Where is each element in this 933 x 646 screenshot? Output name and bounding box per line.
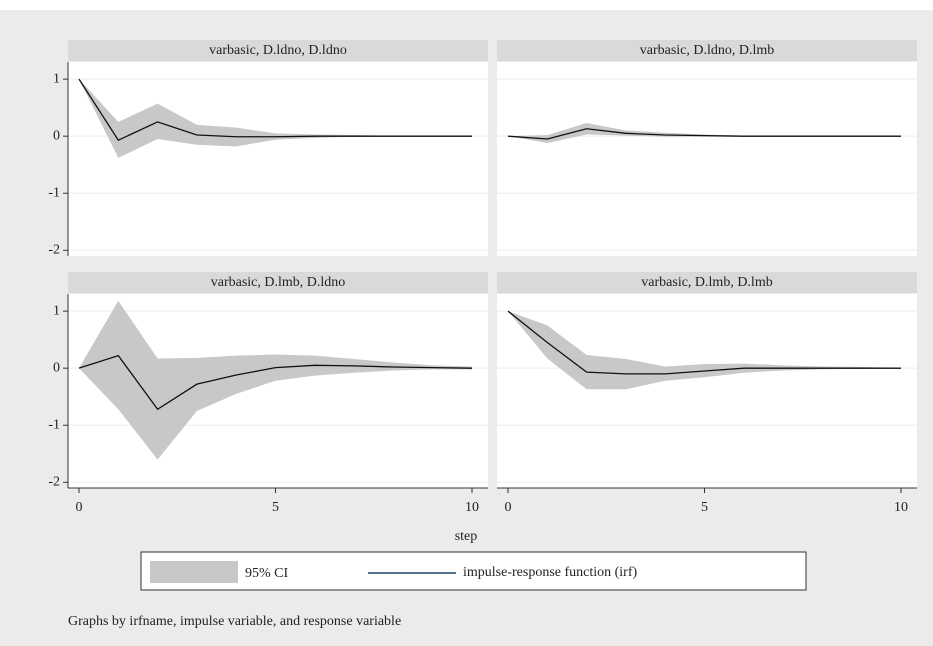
x-tick-label: 10 (465, 500, 479, 515)
y-tick-label: -1 (48, 185, 60, 200)
legend-irf-label: impulse-response function (irf) (463, 565, 638, 580)
panel-title: varbasic, D.lmb, D.lmb (641, 275, 772, 290)
x-tick-label: 5 (701, 500, 708, 515)
x-tick-label: 10 (894, 500, 908, 515)
chart: step Graphs by irfname, impulse variable… (0, 0, 933, 646)
legend-ci-swatch (150, 561, 238, 583)
panel-title: varbasic, D.ldno, D.ldno (209, 43, 347, 58)
plot-area (497, 294, 917, 488)
x-tick-label: 0 (505, 500, 512, 515)
plot-area (68, 62, 488, 256)
y-tick-label: -2 (48, 475, 60, 490)
panel-title: varbasic, D.lmb, D.ldno (211, 275, 346, 290)
y-tick-label: 0 (53, 128, 60, 143)
x-tick-label: 0 (76, 500, 83, 515)
x-tick-label: 5 (272, 500, 279, 515)
plot-area (497, 62, 917, 256)
y-tick-label: -1 (48, 417, 60, 432)
legend-ci-label: 95% CI (245, 566, 289, 581)
y-tick-label: 1 (53, 71, 60, 86)
y-tick-label: -2 (48, 243, 60, 258)
note: Graphs by irfname, impulse variable, and… (68, 614, 401, 629)
x-axis-title: step (455, 529, 478, 544)
panel-title: varbasic, D.ldno, D.lmb (640, 43, 775, 58)
page: step Graphs by irfname, impulse variable… (0, 0, 933, 646)
y-tick-label: 1 (53, 303, 60, 318)
y-tick-label: 0 (53, 360, 60, 375)
